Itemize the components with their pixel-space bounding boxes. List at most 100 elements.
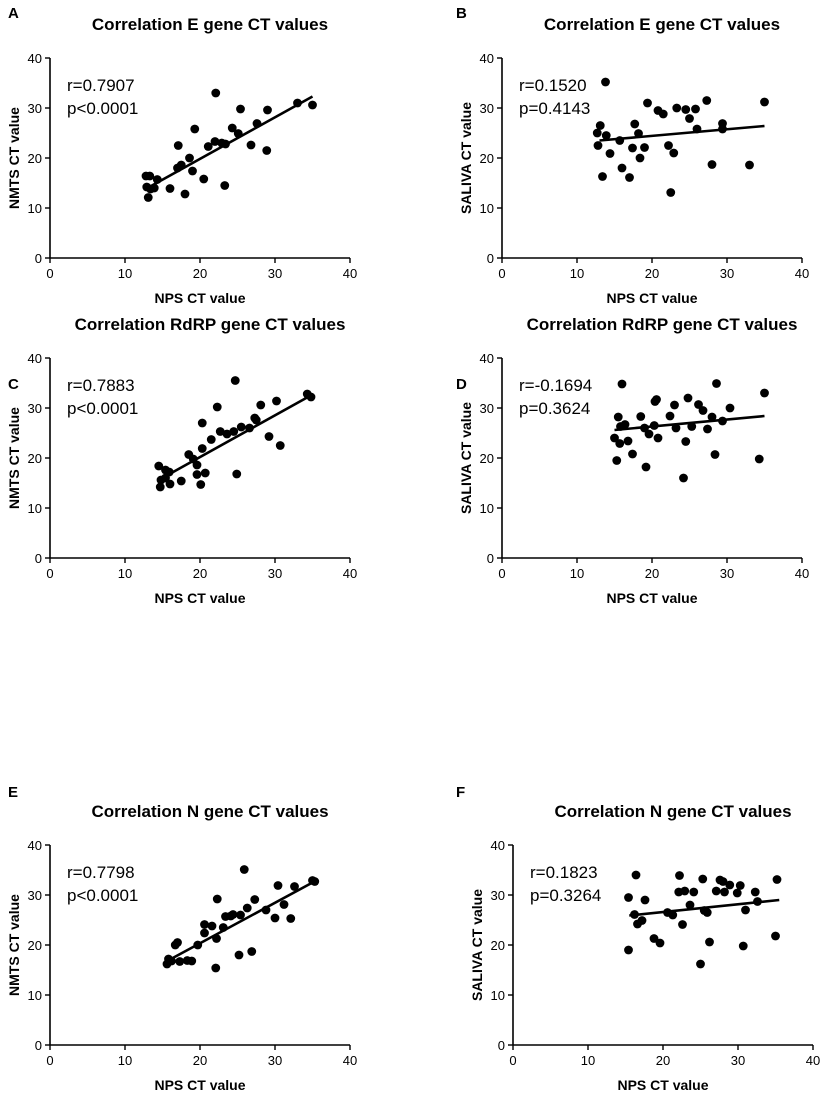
correlation-r-label: r=-0.1694 <box>519 376 592 395</box>
x-tick-label: 10 <box>570 566 584 581</box>
data-point <box>640 423 649 433</box>
data-point <box>772 875 782 884</box>
data-point <box>698 874 708 884</box>
data-point <box>631 870 641 880</box>
x-tick-label: 40 <box>806 1053 820 1068</box>
data-point <box>228 910 238 919</box>
data-point <box>692 124 702 134</box>
data-point <box>652 395 661 404</box>
data-point <box>753 897 762 906</box>
data-point <box>702 908 712 917</box>
data-point <box>165 479 175 489</box>
correlation-r-label: r=0.1520 <box>519 76 587 95</box>
data-point <box>671 423 681 433</box>
data-point <box>617 163 627 173</box>
data-point <box>176 160 186 170</box>
data-point <box>649 421 659 430</box>
data-point <box>211 963 221 973</box>
data-point <box>613 412 623 422</box>
data-point <box>210 137 220 146</box>
chart-title: Correlation RdRP gene CT values <box>527 315 798 334</box>
chart-panel-b: B Correlation E gene CT values 0 10 20 30 40 0 1… <box>456 5 809 306</box>
data-point <box>696 959 705 969</box>
data-point <box>601 77 610 87</box>
data-point <box>712 379 721 388</box>
y-tick-label: 40 <box>28 838 42 853</box>
data-point <box>630 119 640 129</box>
data-point <box>270 913 280 923</box>
data-point <box>143 193 153 202</box>
x-tick-label: 40 <box>795 566 809 581</box>
y-tick-label: 10 <box>28 988 42 1003</box>
x-tick-label: 20 <box>193 1053 207 1068</box>
y-axis-label: SALIVA CT value <box>469 889 485 1001</box>
data-point <box>272 396 281 406</box>
data-point <box>310 877 320 886</box>
data-point <box>760 388 769 398</box>
data-point <box>290 882 299 891</box>
data-point <box>308 100 317 110</box>
data-point <box>293 98 302 108</box>
data-point <box>678 920 687 929</box>
chart-panel-c: C Correlation RdRP gene CT values 0 10 20 30 4… <box>6 315 357 606</box>
x-tick-label: 40 <box>343 566 357 581</box>
y-tick-label: 40 <box>491 838 505 853</box>
data-point <box>173 938 182 947</box>
data-point <box>707 412 717 422</box>
data-point <box>197 418 207 428</box>
data-point <box>666 188 676 197</box>
y-tick-label: 10 <box>491 988 505 1003</box>
p-value-label: p=0.3264 <box>530 886 601 905</box>
data-point <box>252 119 262 128</box>
y-tick-label: 0 <box>35 251 42 266</box>
p-value-label: p=0.4143 <box>519 99 590 118</box>
data-point <box>687 422 697 431</box>
y-tick-label: 30 <box>28 401 42 416</box>
data-point <box>236 910 245 920</box>
data-point <box>681 105 691 114</box>
regression-line <box>165 879 317 963</box>
data-point <box>173 141 183 150</box>
panel-letter: C <box>8 376 19 393</box>
data-point <box>665 411 675 421</box>
data-point <box>624 893 633 902</box>
data-point <box>247 947 257 956</box>
data-point <box>754 454 764 464</box>
x-tick-label: 0 <box>46 566 53 581</box>
regression-line <box>158 393 314 482</box>
y-tick-label: 30 <box>28 888 42 903</box>
panel-letter: F <box>456 784 465 801</box>
correlation-r-label: r=0.7883 <box>67 376 135 395</box>
data-point <box>771 931 780 941</box>
x-tick-label: 40 <box>795 266 809 281</box>
data-point <box>653 433 663 443</box>
data-point <box>593 141 603 150</box>
p-value-label: p<0.0001 <box>67 99 138 118</box>
p-value-label: p<0.0001 <box>67 886 138 905</box>
y-tick-label: 10 <box>480 501 494 516</box>
chart-title: Correlation RdRP gene CT values <box>75 315 346 334</box>
y-tick-label: 20 <box>480 451 494 466</box>
regression-line <box>599 124 765 142</box>
x-axis-label: NPS CT value <box>154 590 245 606</box>
correlation-r-label: r=0.7907 <box>67 76 135 95</box>
data-point <box>187 956 197 966</box>
y-axis-label: NMTS CT value <box>6 107 22 209</box>
data-point <box>718 877 728 886</box>
data-point <box>232 469 242 479</box>
data-point <box>207 921 217 931</box>
x-tick-label: 0 <box>498 266 505 281</box>
data-point <box>658 109 668 119</box>
data-point <box>612 456 622 465</box>
y-tick-label: 20 <box>491 938 505 953</box>
y-tick-label: 0 <box>487 551 494 566</box>
data-point <box>264 432 274 441</box>
data-point <box>286 914 296 923</box>
y-tick-label: 40 <box>28 51 42 66</box>
data-point <box>595 121 605 130</box>
data-point <box>200 928 209 938</box>
data-point <box>227 123 237 133</box>
data-point <box>206 435 216 444</box>
y-tick-label: 20 <box>28 451 42 466</box>
data-point <box>234 950 244 960</box>
